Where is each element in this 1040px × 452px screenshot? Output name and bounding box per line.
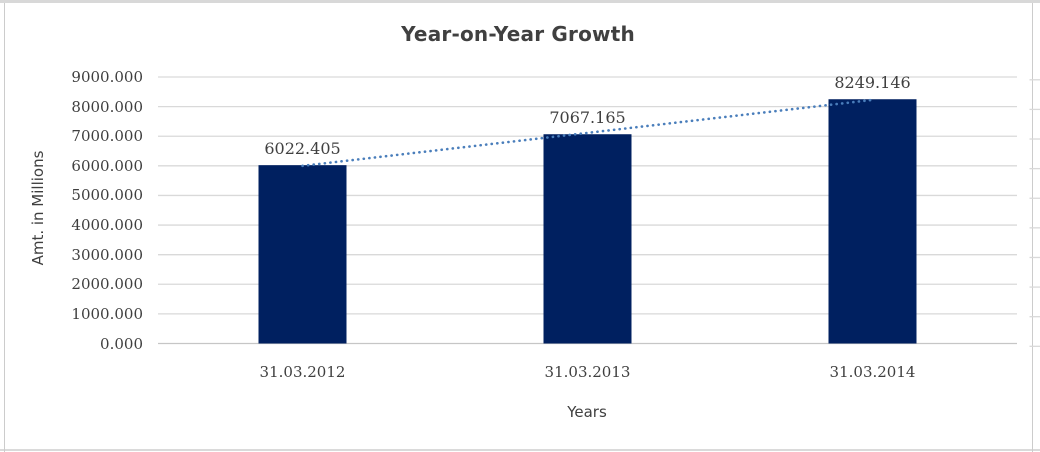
y-tick-label: 0.000 <box>100 334 143 353</box>
x-tick-label: 31.03.2014 <box>829 363 916 381</box>
y-tick-label: 9000.000 <box>71 68 143 86</box>
data-label: 8249.146 <box>834 73 911 93</box>
x-axis-title: Years <box>567 403 607 421</box>
y-tick-label: 6000.000 <box>71 156 143 175</box>
bar <box>543 134 632 344</box>
y-tick-label: 8000.000 <box>71 97 143 116</box>
y-tick-label: 7000.000 <box>71 127 143 146</box>
y-tick-label: 1000.000 <box>71 304 143 323</box>
frame-border-bottom <box>0 449 1040 451</box>
y-tick-label: 3000.000 <box>71 245 143 264</box>
data-label: 7067.165 <box>549 108 626 128</box>
bar <box>258 165 347 344</box>
frame-border-left <box>4 3 5 452</box>
bar <box>828 99 917 344</box>
frame-border-top <box>0 0 1040 3</box>
chart-title: Year-on-Year Growth <box>401 22 635 46</box>
trendline <box>301 98 874 168</box>
x-tick-label: 31.03.2013 <box>544 363 631 381</box>
y-tick-label: 5000.000 <box>71 186 143 205</box>
x-tick-label: 31.03.2012 <box>259 363 346 381</box>
y-tick-label: 4000.000 <box>71 216 143 235</box>
y-tick-label: 2000.000 <box>71 275 143 294</box>
data-label: 6022.405 <box>264 139 341 159</box>
